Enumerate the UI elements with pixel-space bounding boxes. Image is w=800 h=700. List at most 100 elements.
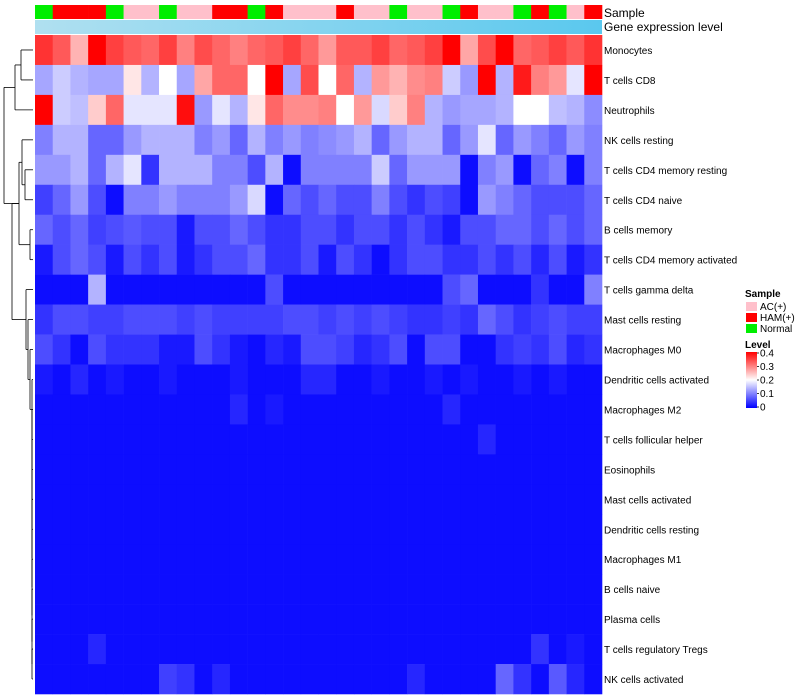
heatmap-cell (265, 484, 284, 515)
heatmap-cell (495, 574, 514, 605)
heatmap-cell (318, 514, 337, 545)
heatmap-cell (407, 334, 426, 365)
heatmap-cell (176, 664, 195, 695)
heatmap-cell (531, 304, 550, 335)
heatmap-cell (442, 424, 461, 455)
heatmap-cell (389, 424, 408, 455)
heatmap-cell (176, 334, 195, 365)
heatmap-cell (141, 544, 160, 575)
legend-tick-label: 0 (760, 403, 766, 414)
heatmap-cell (247, 424, 266, 455)
legend-tick-label: 0.4 (760, 349, 774, 360)
heatmap-cell (300, 574, 319, 605)
heatmap-cell (194, 304, 213, 335)
heatmap-cell (513, 214, 532, 245)
heatmap-cell (159, 484, 178, 515)
heatmap-cell (495, 124, 514, 156)
heatmap-cell (88, 544, 107, 575)
heatmap-cell (35, 94, 54, 126)
row-label: T cells CD4 memory resting (604, 166, 727, 177)
heatmap-cell (566, 484, 585, 515)
heatmap-cell (460, 394, 479, 425)
row-label: Plasma cells (604, 615, 660, 626)
heatmap-cell (159, 424, 178, 455)
heatmap-cell (105, 214, 124, 245)
legend-label-normal: Normal (760, 324, 792, 335)
heatmap-cell (389, 604, 408, 635)
heatmap-cell (212, 454, 231, 485)
heatmap-cell (70, 274, 89, 305)
heatmap-cell (371, 484, 390, 515)
heatmap-cell (353, 94, 372, 126)
heatmap-cell (407, 94, 426, 126)
legend-label-ham: HAM(+) (760, 313, 795, 324)
sample-annotation-cell (531, 5, 550, 19)
heatmap-cell (300, 364, 319, 395)
heatmap-cell (141, 604, 160, 635)
heatmap-cell (495, 64, 514, 96)
heatmap-cell (70, 184, 89, 216)
heatmap-cell (212, 514, 231, 545)
heatmap-cell (123, 334, 142, 365)
heatmap-cell (176, 454, 195, 485)
heatmap-cell (123, 364, 142, 395)
heatmap-cell (477, 214, 496, 245)
heatmap-cell (407, 244, 426, 275)
heatmap-cell (212, 274, 231, 305)
heatmap-cell (52, 634, 71, 665)
heatmap-cells (35, 35, 603, 695)
heatmap-cell (105, 424, 124, 455)
heatmap-cell (159, 214, 178, 245)
heatmap-cell (495, 244, 514, 275)
legend-swatch-ac (746, 302, 757, 311)
heatmap-cell (176, 124, 195, 156)
heatmap-cell (531, 574, 550, 605)
heatmap-cell (513, 514, 532, 545)
heatmap-cell (52, 274, 71, 305)
heatmap-cell (265, 244, 284, 275)
heatmap-cell (141, 274, 160, 305)
heatmap-cell (336, 394, 355, 425)
heatmap-cell (35, 514, 54, 545)
sample-annotation-cell (477, 5, 496, 19)
heatmap-cell (548, 274, 567, 305)
heatmap-cell (495, 94, 514, 126)
heatmap-cell (495, 484, 514, 515)
heatmap-cell (566, 154, 585, 186)
heatmap-cell (212, 154, 231, 186)
heatmap-cell (194, 454, 213, 485)
heatmap-cell (566, 514, 585, 545)
heatmap-cell (318, 664, 337, 695)
heatmap-cell (371, 364, 390, 395)
heatmap-cell (548, 664, 567, 695)
heatmap-cell (442, 35, 461, 66)
heatmap-cell (176, 514, 195, 545)
heatmap-cell (442, 634, 461, 665)
heatmap-cell (424, 304, 443, 335)
heatmap-cell (300, 544, 319, 575)
heatmap-cell (52, 394, 71, 425)
heatmap-cell (513, 274, 532, 305)
heatmap-cell (300, 664, 319, 695)
heatmap-cell (477, 514, 496, 545)
heatmap-cell (105, 334, 124, 365)
heatmap-cell (35, 394, 54, 425)
sample-annotation-cell (70, 5, 89, 19)
heatmap-cell (123, 514, 142, 545)
sample-annotation-cell (141, 5, 160, 19)
heatmap-cell (212, 424, 231, 455)
heatmap-cell (353, 64, 372, 96)
heatmap-cell (407, 514, 426, 545)
heatmap-cell (88, 484, 107, 515)
heatmap-cell (336, 94, 355, 126)
heatmap-cell (300, 184, 319, 216)
heatmap-cell (35, 484, 54, 515)
heatmap-cell (247, 214, 266, 245)
row-label: T cells CD4 naive (604, 196, 683, 207)
heatmap-cell (531, 274, 550, 305)
heatmap-cell (584, 334, 603, 365)
heatmap-cell (548, 514, 567, 545)
heatmap-cell (371, 574, 390, 605)
row-label: T cells follicular helper (604, 435, 703, 446)
